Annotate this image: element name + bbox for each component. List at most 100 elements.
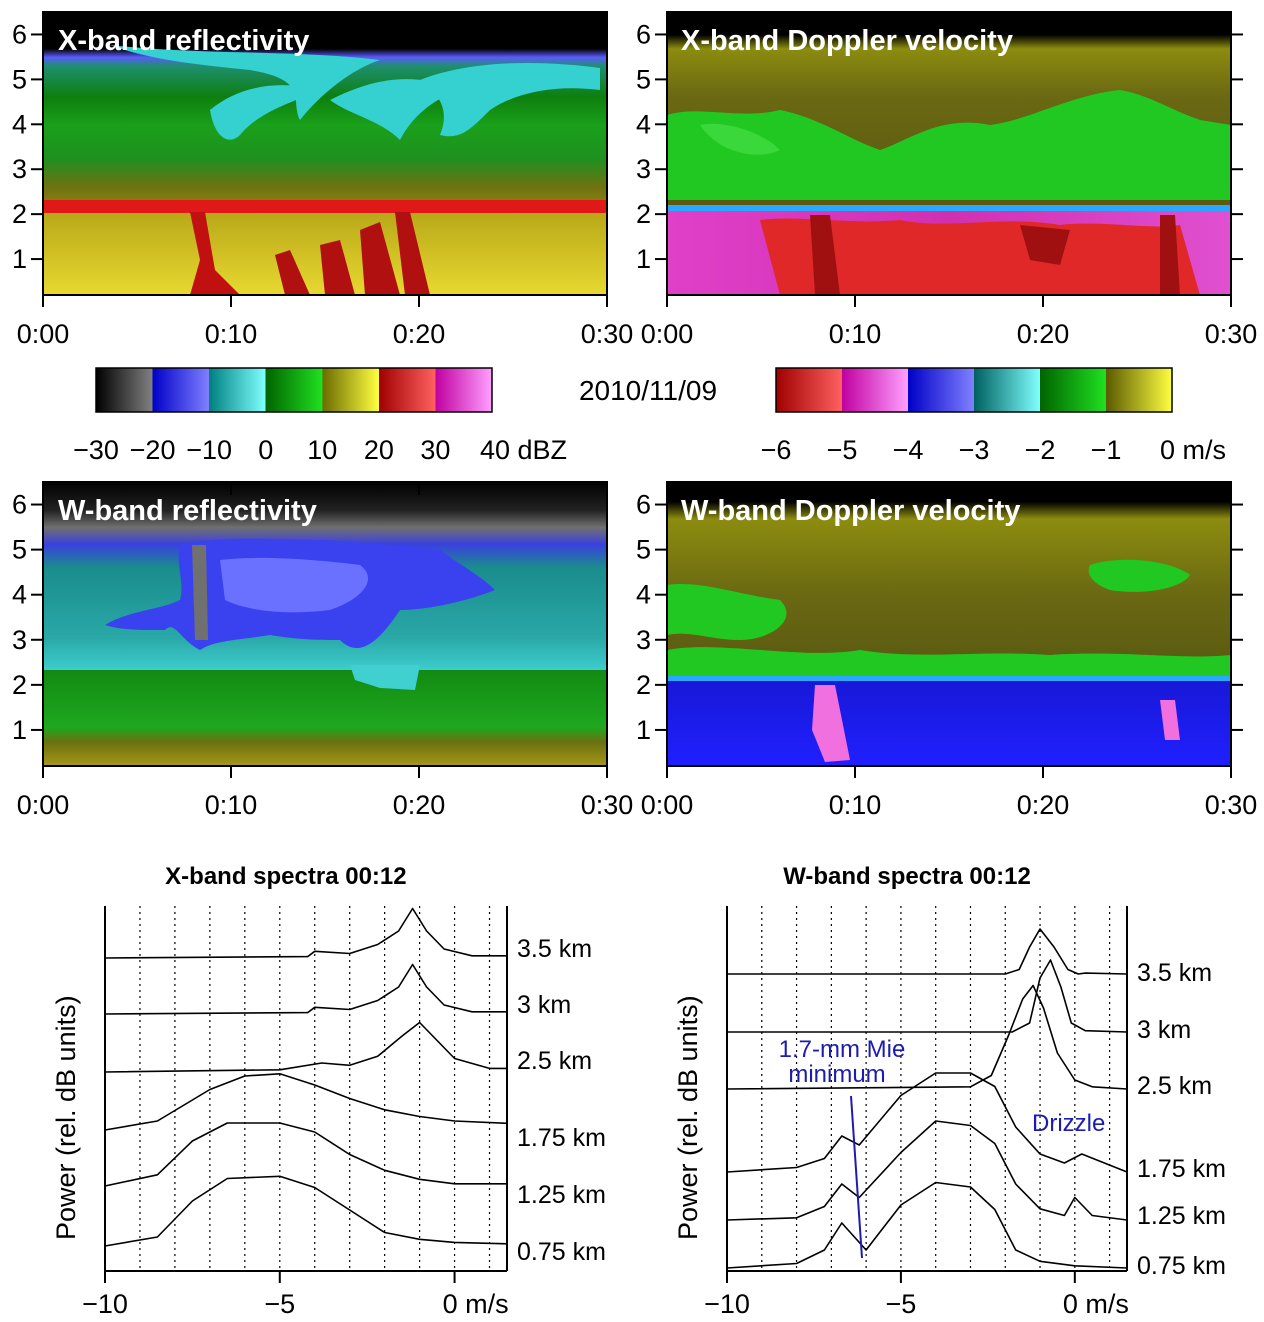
colorbar-tick-label: 10 [307,435,337,465]
x-tick-label: −10 [82,1289,128,1319]
spectrum-trace [104,907,507,959]
trace-label: 1.25 km [517,1181,606,1209]
x-tick-label: 0:00 [641,790,694,820]
date-label: 2010/11/09 [579,375,717,406]
panel-title: X-band reflectivity [58,25,309,57]
y-axis-label: Power (rel. dB units) [673,995,703,1240]
y-axis-label: Power (rel. dB units) [51,995,81,1240]
y-tick-label: 4 [636,580,651,610]
colorbar-tick-label: −20 [130,435,176,465]
heatmap-green-region [667,647,1231,680]
spectrum-trace [104,1122,507,1187]
colorbar-velocity: −6 −5 −4 −3 −2 −1 0 m/s [761,367,1226,465]
spectrum-trace [104,963,507,1015]
x-tick-label: 0:00 [641,319,694,349]
x-tick-label: 0:30 [581,319,634,349]
y-tick-label: 4 [12,109,27,139]
heatmap-magenta-patch [1160,700,1180,740]
colorbar-tick-label: 0 [258,435,273,465]
trace-label: 0.75 km [517,1238,606,1266]
colorbar-tick-label: 20 [364,435,394,465]
y-tick-label: 3 [636,625,651,655]
heatmap-cyan-band [110,45,380,120]
heatmap-boundary [667,205,1231,211]
y-tick-label: 2 [12,670,27,700]
x-tick-label: −5 [264,1289,295,1319]
trace-label: 3.5 km [1137,959,1212,987]
heatmap-green-region [1088,559,1190,592]
spectra-w-band: W-band spectra 00:12 −10 −5 0 m/s Power (rel… [673,863,1226,1319]
x-tick-label: 0:00 [17,790,70,820]
y-tick-label: 2 [636,199,651,229]
spectrum-trace [727,959,1128,1033]
x-tick-label: 0:10 [205,319,258,349]
spectra-title: X-band spectra 00:12 [165,863,406,890]
colorbar-tick-label: 30 [420,435,450,465]
trace-label: 0.75 km [1137,1252,1226,1280]
x-axis: 0:00 0:10 0:20 0:30 [641,12,1258,349]
x-axis: 0:00 0:10 0:20 0:30 [17,12,634,349]
trace-label: 2.5 km [1137,1072,1212,1100]
trace-label: 2.5 km [517,1047,592,1075]
heatmap-cyan-band [210,85,320,140]
x-tick-label: 0:10 [829,319,882,349]
y-tick-label: 6 [12,19,27,49]
x-axis: 0:00 0:10 0:20 0:30 [17,483,633,820]
x-tick-label: 0:30 [1205,319,1258,349]
heatmap-green-region [667,583,787,640]
y-axis-left: 1 2 3 4 5 6 [12,19,43,274]
heatmap-low-region [43,670,607,766]
y-tick-label: 6 [636,19,651,49]
heatmap-cyan-patch [350,665,420,690]
spectrum-trace [727,928,1128,975]
y-tick-label: 3 [12,154,27,184]
annotation-mie: 1.7-mm Mie [779,1036,906,1063]
trace-label: 3.5 km [517,935,592,963]
spectrum-trace [104,1073,508,1131]
y-axis-right [1231,33,1243,261]
x-tick-label: −5 [886,1289,917,1319]
colorbar-tick-label: 0 m/s [1160,435,1226,465]
heatmap-fallstreak [395,212,430,295]
trace-label: 1.75 km [517,1124,606,1152]
panel-title: W-band Doppler velocity [681,495,1020,527]
spectra-x-band: X-band spectra 00:12 −10 −5 0 m/s Power (rel… [51,863,606,1319]
heatmap-fallstreak [320,240,355,295]
colorbar-reflectivity-ticks: −30 −20 −10 0 10 20 30 40 dBZ [73,435,567,465]
x-tick-label: 0 m/s [1063,1289,1129,1319]
colorbar-tick-label: −10 [186,435,232,465]
x-tick-label: 0:20 [1017,790,1070,820]
heatmap-red-region [1020,225,1070,265]
x-tick-label: 0:10 [205,790,258,820]
heatmap-cyan-band [330,79,460,140]
plot-frame [42,481,608,767]
heatmap-red-region [760,218,1200,295]
y-tick-label: 1 [636,715,651,745]
y-axis-left: 1 2 3 4 5 6 [12,490,43,745]
y-tick-label: 4 [12,580,27,610]
spectrum-trace [726,1120,1128,1221]
x-tick-label: 0:00 [17,319,70,349]
y-tick-label: 3 [12,625,27,655]
heatmap-red-region [1160,215,1180,295]
heatmap-green-region [700,123,780,155]
heatmap-low-rain [667,681,1231,766]
heatmap-melting-layer [43,200,607,213]
colorbar-velocity-bar [775,367,1173,413]
heatmap-fallstreak [360,222,400,295]
colorbar-tick-label: 40 dBZ [480,435,567,465]
y-tick-label: 4 [636,109,651,139]
annotation-minimum: minimum [788,1061,885,1088]
heatmap-magenta-patch [812,685,850,762]
y-tick-label: 5 [12,535,27,565]
x-tick-label: 0:10 [829,790,882,820]
colorbar-tick-label: −5 [827,435,858,465]
colorbar-velocity-ticks: −6 −5 −4 −3 −2 −1 0 m/s [761,435,1226,465]
heatmap-fallstreak [190,212,240,295]
heatmap-boundary [667,676,1231,681]
y-tick-label: 2 [12,199,27,229]
colorbar-tick-label: −3 [959,435,990,465]
annotation-drizzle: Drizzle [1032,1110,1105,1137]
